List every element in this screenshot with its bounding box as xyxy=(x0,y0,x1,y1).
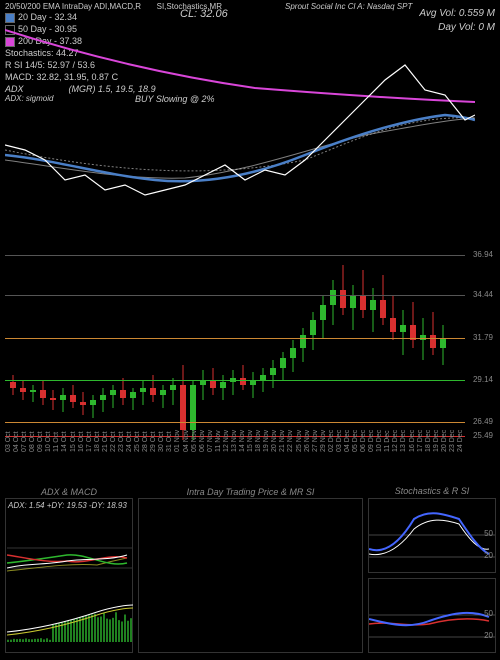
date-label: 05 Nov xyxy=(191,430,198,452)
date-label: 07 Nov xyxy=(207,430,214,452)
date-label: 04 Nov xyxy=(183,430,190,452)
date-label: 04 Oct xyxy=(13,431,20,452)
date-label: 29 Nov xyxy=(320,430,327,452)
adx-macd-panel[interactable]: ADX: 1.54 +DY: 19.53 -DY: 18.93 ADX & MA… xyxy=(5,498,133,653)
macd-svg xyxy=(7,587,133,647)
upper-chart[interactable] xyxy=(5,20,475,220)
intraday-panel[interactable]: Intra Day Trading Price & MR SI xyxy=(138,498,363,653)
date-label: 03 Oct xyxy=(5,431,12,452)
adx-title: ADX & MACD xyxy=(41,487,97,497)
date-label: 31 Oct xyxy=(166,431,173,452)
date-label: 25 Oct xyxy=(134,431,141,452)
date-label: 06 Dec xyxy=(360,430,367,452)
date-label: 24 Oct xyxy=(126,431,133,452)
date-label: 22 Oct xyxy=(110,431,117,452)
intraday-title: Intra Day Trading Price & MR SI xyxy=(187,487,315,497)
date-label: 23 Dec xyxy=(449,430,456,452)
avg-vol: Avg Vol: 0.559 M xyxy=(419,8,495,19)
date-label: 29 Oct xyxy=(150,431,157,452)
date-label: 18 Nov xyxy=(255,430,262,452)
date-label: 22 Nov xyxy=(287,430,294,452)
date-label: 14 Nov xyxy=(239,430,246,452)
date-label: 02 Dec xyxy=(328,430,335,452)
date-label: 01 Nov xyxy=(174,430,181,452)
date-label: 19 Nov xyxy=(263,430,270,452)
upper-chart-svg xyxy=(5,20,475,220)
date-label: 17 Dec xyxy=(417,430,424,452)
date-label: 24 Dec xyxy=(457,430,464,452)
date-label: 04 Dec xyxy=(344,430,351,452)
date-label: 16 Dec xyxy=(409,430,416,452)
date-label: 12 Dec xyxy=(392,430,399,452)
date-label: 23 Oct xyxy=(118,431,125,452)
date-label: 07 Oct xyxy=(21,431,28,452)
date-label: 15 Oct xyxy=(70,431,77,452)
adx-svg xyxy=(7,513,133,583)
date-label: 12 Nov xyxy=(223,430,230,452)
date-label: 08 Oct xyxy=(29,431,36,452)
date-label: 09 Dec xyxy=(368,430,375,452)
date-label: 09 Oct xyxy=(37,431,44,452)
date-label: 18 Dec xyxy=(425,430,432,452)
date-label: 19 Dec xyxy=(433,430,440,452)
candles-svg xyxy=(5,240,465,450)
date-label: 20 Nov xyxy=(271,430,278,452)
stoch-rsi-panel[interactable]: Stochastics & R SI 50 20 50 20 xyxy=(368,498,496,653)
date-label: 21 Oct xyxy=(102,431,109,452)
adx-values: ADX: 1.54 +DY: 19.53 -DY: 18.93 xyxy=(8,501,127,510)
date-label: 26 Nov xyxy=(304,430,311,452)
date-label: 18 Oct xyxy=(94,431,101,452)
y-axis-label: 31.79 xyxy=(473,333,493,342)
y-axis-label: 36.94 xyxy=(473,250,493,259)
date-label: 11 Nov xyxy=(215,430,222,452)
date-label: 25 Nov xyxy=(296,430,303,452)
rsi-svg xyxy=(369,579,495,652)
stoch-title: Stochastics & R SI xyxy=(395,486,470,496)
y-axis-label: 29.14 xyxy=(473,375,493,384)
date-label: 15 Nov xyxy=(247,430,254,452)
date-label: 28 Oct xyxy=(142,431,149,452)
date-label: 03 Dec xyxy=(336,430,343,452)
date-label: 10 Dec xyxy=(376,430,383,452)
date-label: 13 Dec xyxy=(400,430,407,452)
date-label: 13 Nov xyxy=(231,430,238,452)
close-label: CL: 32.06 xyxy=(180,8,228,20)
ticker-label: Sprout Social Inc Cl A: Nasdaq SPT xyxy=(285,2,412,11)
date-label: 17 Oct xyxy=(86,431,93,452)
date-label: 27 Nov xyxy=(312,430,319,452)
date-label: 16 Oct xyxy=(78,431,85,452)
date-label: 06 Nov xyxy=(199,430,206,452)
date-label: 20 Dec xyxy=(441,430,448,452)
date-label: 11 Oct xyxy=(53,432,60,452)
date-label: 30 Oct xyxy=(158,431,165,452)
y-axis-label: 25.49 xyxy=(473,431,493,440)
date-label: 10 Oct xyxy=(45,431,52,452)
y-axis-label: 26.49 xyxy=(473,417,493,426)
date-label: 05 Dec xyxy=(352,430,359,452)
stoch-svg xyxy=(369,499,495,572)
date-label: 21 Nov xyxy=(279,430,286,452)
y-axis-label: 34.44 xyxy=(473,290,493,299)
date-label: 11 Dec xyxy=(384,430,391,452)
price-chart[interactable]: 36.94 34.44 31.79 29.14 26.49 25.49 xyxy=(5,240,495,450)
date-label: 14 Oct xyxy=(61,431,68,452)
